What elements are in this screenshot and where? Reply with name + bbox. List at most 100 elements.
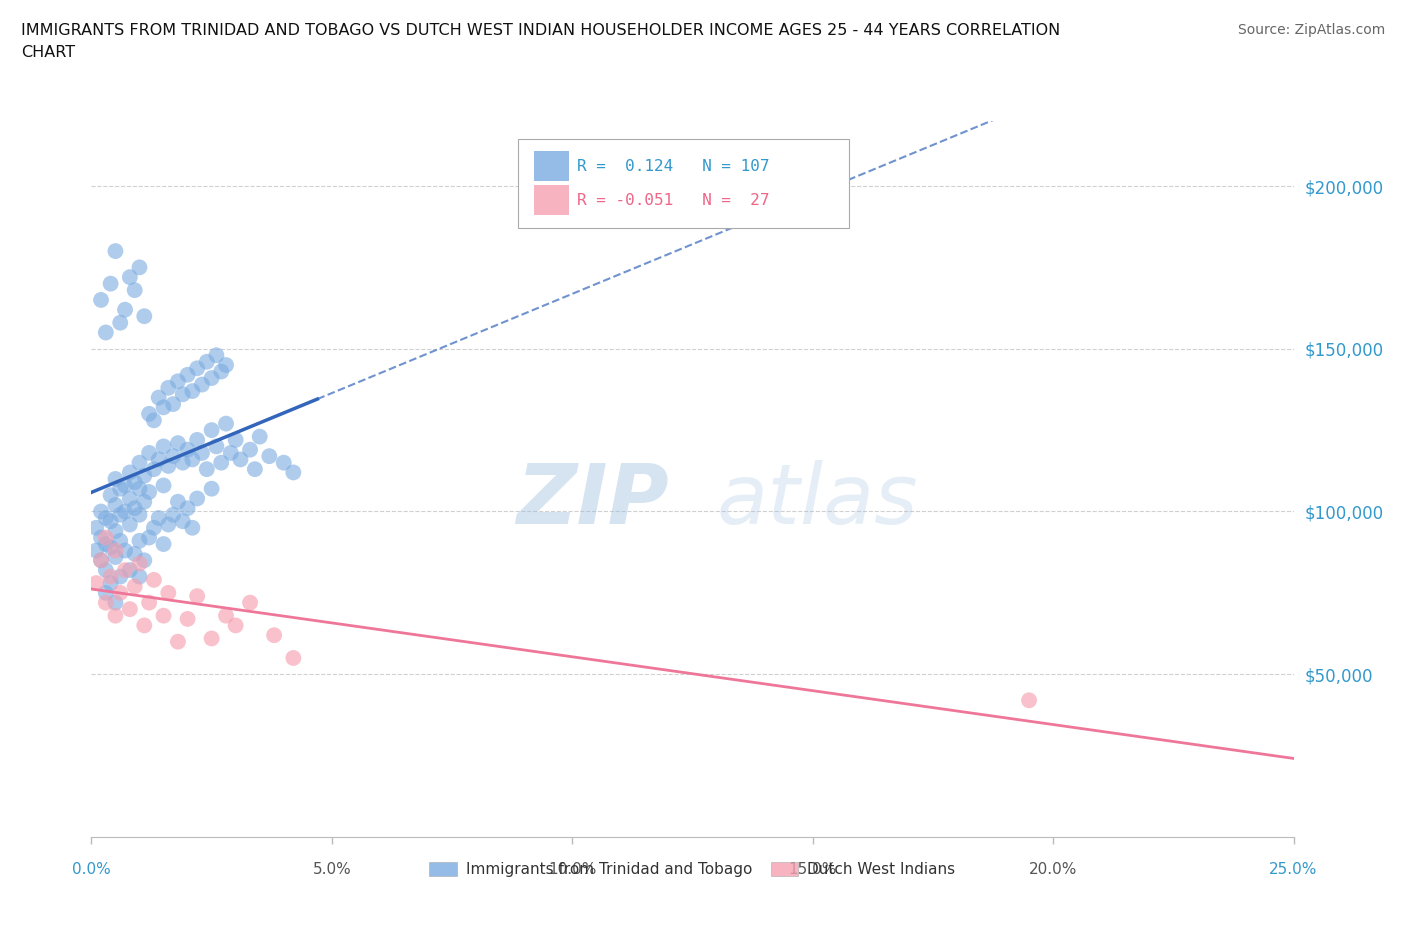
Point [201,482,224,497]
Point [100,276,122,291]
Point [263,628,285,643]
Point [148,511,170,525]
Point [148,391,170,405]
Point [114,563,136,578]
Point [114,543,136,558]
Point [114,302,136,317]
Point [172,387,194,402]
Point [162,449,184,464]
Point [239,443,262,458]
Point [124,500,146,515]
Point [142,462,165,477]
Point [209,456,232,471]
Point [157,517,180,532]
Point [191,445,214,460]
Point [152,400,174,415]
Point [90,530,112,545]
Point [90,504,112,519]
Point [138,530,160,545]
Point [94,595,117,610]
Point [201,422,224,438]
Point [118,491,141,506]
Text: 0.0%: 0.0% [72,862,111,877]
Point [104,472,127,486]
Point [114,478,136,493]
Point [90,293,112,308]
Point [110,482,132,497]
Point [124,283,146,298]
Point [110,569,132,584]
Point [100,513,122,528]
Point [142,521,165,536]
Point [181,521,204,536]
Point [104,608,127,623]
Point [100,569,122,584]
Point [124,578,146,594]
Point [128,508,150,523]
Text: R =  0.124   N = 107: R = 0.124 N = 107 [576,158,769,174]
Point [104,543,127,558]
Point [124,474,146,489]
Point [138,445,160,460]
Point [134,309,156,324]
Point [94,563,117,578]
Point [138,406,160,421]
Text: R = -0.051   N =  27: R = -0.051 N = 27 [576,193,769,208]
Point [100,488,122,503]
Point [209,365,232,379]
Point [148,452,170,467]
Point [128,569,150,584]
Point [84,576,107,591]
Point [162,396,184,411]
Text: ZIP: ZIP [516,460,668,541]
Point [283,465,305,480]
Point [142,413,165,428]
Point [259,449,281,464]
Point [172,513,194,528]
Point [118,602,141,617]
Point [84,543,107,558]
Point [186,589,208,604]
Point [195,354,218,369]
Point [215,358,238,373]
Point [110,534,132,549]
Point [118,517,141,532]
Point [176,367,198,382]
Point [181,384,204,399]
Point [152,478,174,493]
Point [134,552,156,567]
Point [142,573,165,588]
Point [100,539,122,554]
Point [225,432,247,447]
Point [104,244,127,259]
Point [152,439,174,454]
Point [215,417,238,432]
Point [167,374,190,389]
Point [167,435,190,451]
Point [114,504,136,519]
Point [128,482,150,497]
Text: IMMIGRANTS FROM TRINIDAD AND TOBAGO VS DUTCH WEST INDIAN HOUSEHOLDER INCOME AGES: IMMIGRANTS FROM TRINIDAD AND TOBAGO VS D… [21,23,1060,60]
Point [205,439,228,454]
Text: atlas: atlas [717,460,918,541]
Point [94,511,117,525]
Point [94,530,117,545]
Point [110,586,132,601]
Point [128,534,150,549]
Text: 10.0%: 10.0% [548,862,596,877]
Point [134,469,156,484]
Point [157,586,180,601]
Legend: Immigrants from Trinidad and Tobago, Dutch West Indians: Immigrants from Trinidad and Tobago, Dut… [423,856,962,884]
Point [128,556,150,571]
Point [176,500,198,515]
Text: 20.0%: 20.0% [1029,862,1077,877]
FancyBboxPatch shape [534,185,568,216]
Text: 15.0%: 15.0% [789,862,837,877]
Point [1018,693,1040,708]
Point [128,259,150,275]
Point [152,608,174,623]
Point [225,618,247,633]
Point [118,563,141,578]
Point [138,595,160,610]
Point [215,608,238,623]
